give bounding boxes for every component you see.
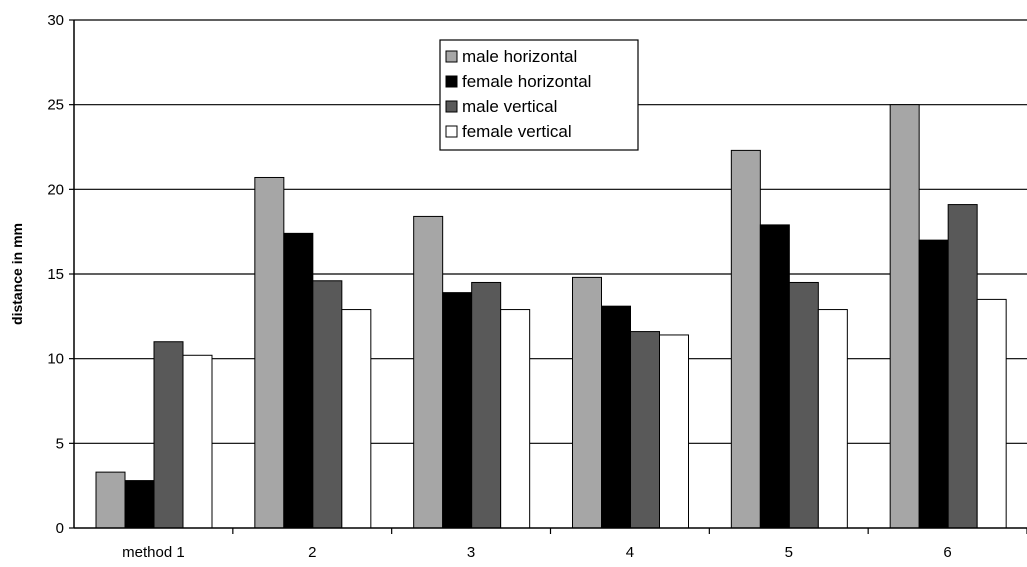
bars [95,104,1007,529]
bar-male-horizontal-2 [413,215,444,529]
bar-female-vertical-4 [817,309,848,529]
x-tick-label: 4 [626,544,634,561]
bar-male-horizontal-0 [95,471,126,529]
bar-male-vertical-1 [312,280,343,529]
y-tick-label: 25 [47,97,64,114]
bar-male-horizontal-5 [889,104,920,529]
bar-male-horizontal-4 [730,149,761,529]
x-tick-label: 3 [467,544,475,561]
x-tick-label: 6 [943,544,951,561]
x-tick-label: 5 [785,544,793,561]
bar-female-vertical-1 [341,309,372,529]
legend: male horizontal female horizontal male ver… [439,39,639,151]
bar-female-horizontal-0 [124,480,155,529]
gridlines [69,19,1027,529]
y-tick-label: 20 [47,181,64,198]
x-tick-label: 2 [308,544,316,561]
y-tick-labels: 0 5 10 15 20 25 30 [47,12,64,537]
bar-male-horizontal-1 [254,176,285,529]
bar-female-vertical-3 [659,334,689,529]
bar-male-horizontal-3 [572,276,602,529]
y-tick-label: 10 [47,351,64,368]
bar-female-horizontal-5 [918,239,949,529]
bar-male-vertical-4 [788,281,819,529]
x-tick-labels: method 1 2 3 4 5 6 [122,544,952,561]
legend-swatch [445,75,458,88]
bar-male-vertical-3 [630,331,660,529]
y-axis-title: distance in mm [9,223,25,325]
legend-swatch [445,125,458,138]
bar-female-horizontal-4 [759,224,790,529]
bar-female-vertical-0 [182,354,213,529]
y-tick-label: 5 [56,435,64,452]
bar-male-vertical-0 [153,341,184,529]
x-tick-label: method 1 [122,544,185,561]
legend-swatch [445,100,458,113]
bar-male-vertical-5 [947,204,978,529]
axes [73,20,1027,534]
legend-label: female vertical [462,122,572,141]
bar-male-vertical-2 [471,281,502,529]
y-tick-label: 15 [47,266,64,283]
legend-label: female horizontal [462,72,591,91]
bar-female-horizontal-1 [283,232,314,529]
legend-box [439,39,639,151]
y-tick-label: 0 [56,520,64,537]
legend-swatch [445,50,458,63]
bar-female-horizontal-2 [442,292,473,529]
legend-label: male vertical [462,97,557,116]
y-tick-label: 30 [47,12,64,29]
legend-label: male horizontal [462,47,577,66]
bar-female-horizontal-3 [601,305,631,529]
bar-female-vertical-5 [976,298,1007,529]
bar-female-vertical-2 [500,309,531,529]
